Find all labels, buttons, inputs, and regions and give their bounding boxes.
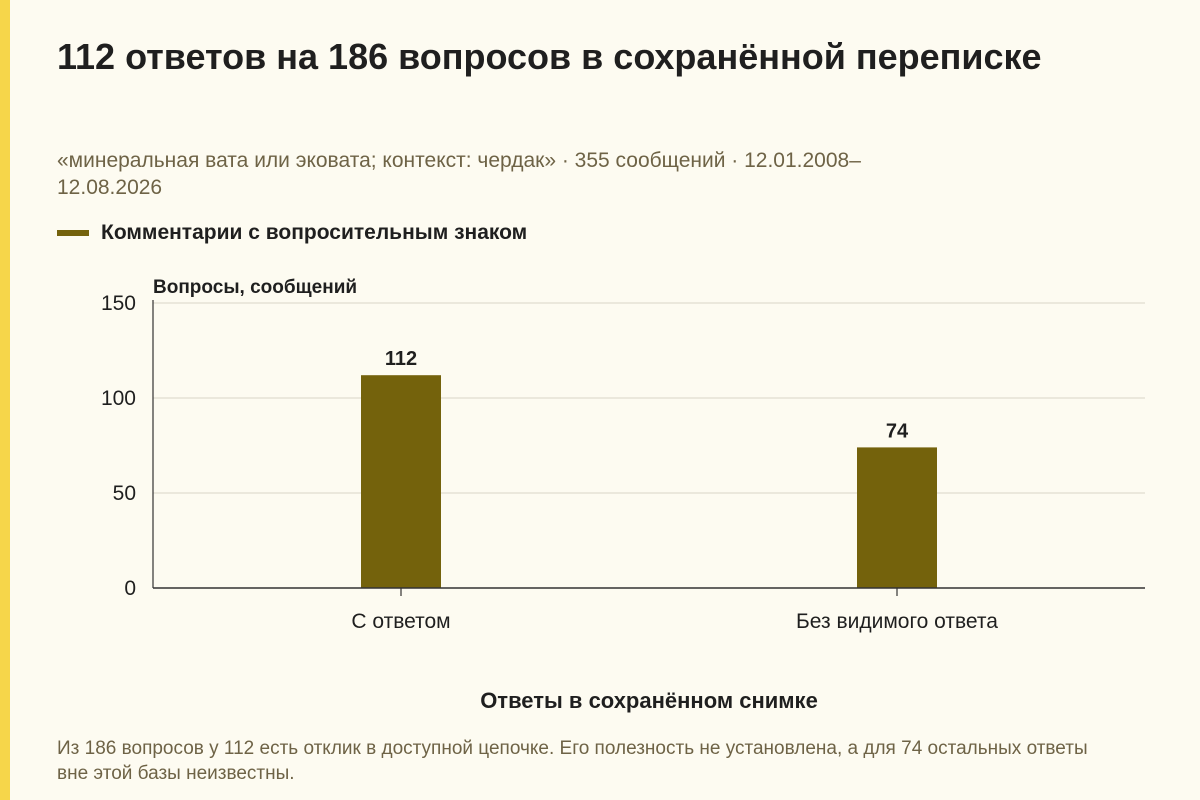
bar-chart: 0 50 100 150 Вопросы, сообщений 112 74 С отв… bbox=[101, 277, 1145, 713]
bar bbox=[857, 447, 937, 588]
y-tick-label: 50 bbox=[113, 482, 136, 505]
x-tick-label: С ответом bbox=[351, 610, 450, 633]
y-axis-ticks: 0 50 100 150 bbox=[101, 292, 136, 600]
y-tick-label: 100 bbox=[101, 387, 136, 410]
footer-note: Из 186 вопросов у 112 есть отклик в дост… bbox=[57, 738, 1088, 784]
bars: 112 74 bbox=[361, 348, 937, 588]
x-axis-label: Ответы в сохранённом снимке bbox=[480, 688, 818, 713]
gridlines bbox=[153, 302, 1145, 494]
y-axis-label: Вопросы, сообщений bbox=[153, 277, 357, 298]
legend: Комментарии с вопросительным знаком bbox=[57, 219, 527, 247]
accent-bar bbox=[0, 0, 10, 800]
y-tick-label: 0 bbox=[124, 577, 136, 600]
data-label: 112 bbox=[385, 348, 417, 370]
bar bbox=[361, 375, 441, 588]
data-label: 74 bbox=[886, 420, 909, 442]
legend-label: Комментарии с вопросительным знаком bbox=[101, 221, 528, 244]
x-tick-label: Без видимого ответа bbox=[796, 610, 998, 633]
chart-title: 112 ответов на 186 вопросов в сохранённо… bbox=[57, 36, 1042, 77]
chart-subtitle: «минеральная вата или эковата; контекст:… bbox=[57, 149, 861, 199]
x-axis-ticks: С ответом Без видимого ответа bbox=[351, 588, 998, 633]
y-tick-label: 150 bbox=[101, 292, 136, 315]
legend-swatch bbox=[57, 230, 89, 236]
